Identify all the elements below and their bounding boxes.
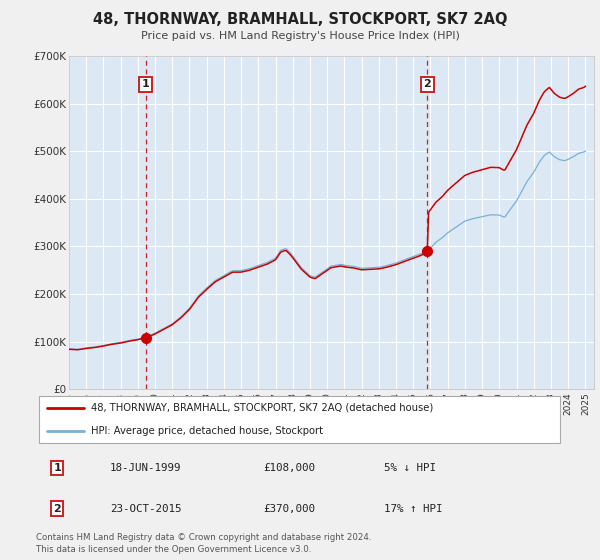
Text: Price paid vs. HM Land Registry's House Price Index (HPI): Price paid vs. HM Land Registry's House … [140,31,460,41]
Text: Contains HM Land Registry data © Crown copyright and database right 2024.
This d: Contains HM Land Registry data © Crown c… [36,533,371,554]
Text: £108,000: £108,000 [263,463,315,473]
Text: 17% ↑ HPI: 17% ↑ HPI [385,504,443,514]
Text: 18-JUN-1999: 18-JUN-1999 [110,463,181,473]
FancyBboxPatch shape [38,396,560,443]
Text: 2: 2 [424,80,431,90]
Text: 5% ↓ HPI: 5% ↓ HPI [385,463,436,473]
Text: HPI: Average price, detached house, Stockport: HPI: Average price, detached house, Stoc… [91,426,323,436]
Text: 23-OCT-2015: 23-OCT-2015 [110,504,181,514]
Text: 48, THORNWAY, BRAMHALL, STOCKPORT, SK7 2AQ (detached house): 48, THORNWAY, BRAMHALL, STOCKPORT, SK7 2… [91,403,434,413]
Text: 2: 2 [53,504,61,514]
Text: 1: 1 [142,80,149,90]
Text: 1: 1 [53,463,61,473]
Text: 48, THORNWAY, BRAMHALL, STOCKPORT, SK7 2AQ: 48, THORNWAY, BRAMHALL, STOCKPORT, SK7 2… [93,12,507,27]
Text: £370,000: £370,000 [263,504,315,514]
